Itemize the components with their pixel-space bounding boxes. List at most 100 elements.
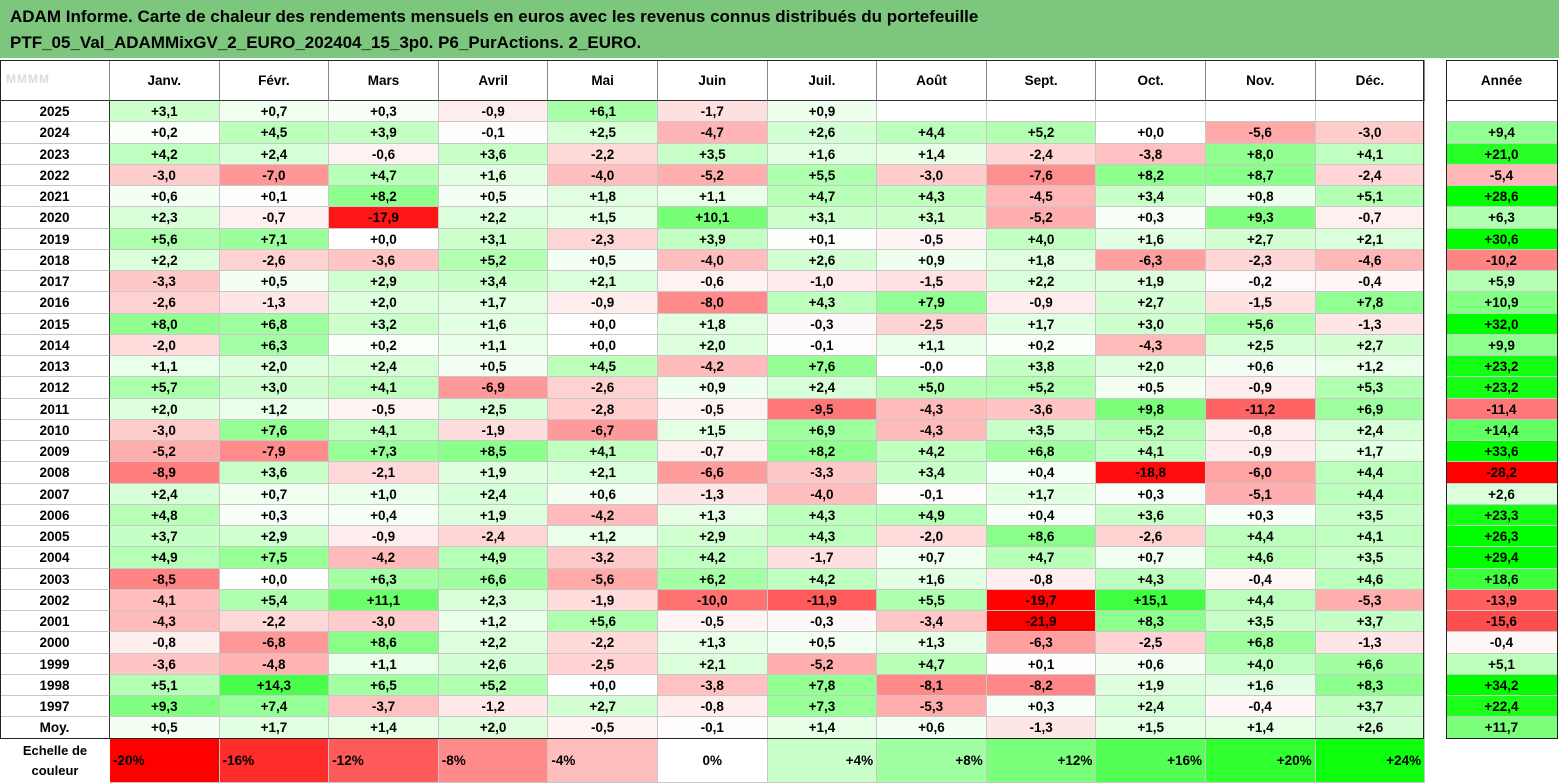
heatmap-cell: +1,5: [548, 207, 658, 229]
heatmap-cell: +0,4: [986, 462, 1097, 484]
heatmap-cell: -2,6: [219, 249, 330, 271]
heatmap-cell: +3,6: [1096, 504, 1206, 526]
heatmap-cell: -4,6: [1315, 249, 1426, 271]
heatmap-cell: -2,5: [877, 313, 987, 335]
heatmap-cell: -6,8: [219, 632, 330, 654]
heatmap-cell: -0,9: [438, 101, 549, 123]
heatmap-cell: +5,0: [877, 377, 987, 399]
heatmap-cell: +3,7: [1315, 696, 1426, 718]
heatmap-cell: +6,8: [986, 441, 1097, 463]
heatmap-cell: +0,0: [548, 313, 658, 335]
logo-watermark: MMMM: [6, 72, 50, 86]
year-total-cell: +34,2: [1446, 674, 1558, 696]
heatmap-cell: +0,9: [877, 249, 987, 271]
heatmap-cell: +14,3: [219, 674, 330, 696]
heatmap-cell: +0,0: [548, 674, 658, 696]
row-year-label: 2012: [0, 377, 110, 399]
heatmap-cell: -6,0: [1206, 462, 1316, 484]
heatmap-cell: +8,3: [1315, 674, 1426, 696]
heatmap-cell: +4,1: [329, 419, 439, 441]
heatmap-cell: +2,4: [1315, 419, 1426, 441]
heatmap-cell: -0,1: [877, 483, 987, 505]
heatmap-cell: +8,3: [1096, 611, 1206, 633]
heatmap-cell: +0,1: [767, 228, 878, 250]
year-total-cell: +29,4: [1446, 547, 1558, 569]
heatmap-cell: -3,0: [110, 419, 220, 441]
heatmap-cell: +2,0: [658, 334, 768, 356]
heatmap-cell: +2,9: [219, 526, 330, 548]
heatmap-cell: -7,9: [219, 441, 330, 463]
heatmap-cell: -8,0: [658, 292, 768, 314]
heatmap-cell: -5,2: [767, 653, 878, 675]
heatmap-cell: +5,2: [986, 377, 1097, 399]
heatmap-cell: +0,1: [986, 653, 1097, 675]
heatmap-cell: +6,6: [1315, 653, 1426, 675]
heatmap-cell: +4,9: [438, 547, 549, 569]
heatmap-cell: +8,2: [1096, 164, 1206, 186]
heatmap-cell: -3,0: [329, 611, 439, 633]
heatmap-cell: -1,0: [767, 271, 878, 293]
heatmap-cell: +2,0: [1096, 356, 1206, 378]
average-cell: -0,5: [548, 717, 658, 739]
heatmap-cell: -2,4: [1315, 164, 1426, 186]
heatmap-cell: +8,2: [329, 186, 439, 208]
average-cell: +1,4: [1206, 717, 1316, 739]
year-total-cell: -10,2: [1446, 249, 1558, 271]
row-year-label: 2022: [0, 164, 110, 186]
heatmap-cell: +2,5: [1206, 334, 1316, 356]
heatmap-cell: +0,5: [219, 271, 330, 293]
heatmap-cell: -1,3: [1315, 313, 1426, 335]
heatmap-cell: -0,9: [329, 526, 439, 548]
year-total-cell: +6,3: [1446, 207, 1558, 229]
color-scale-swatch: -8%: [438, 738, 549, 783]
heatmap-cell: +1,0: [329, 483, 439, 505]
heatmap-cell: +3,4: [1096, 186, 1206, 208]
heatmap-cell: -0,8: [658, 696, 768, 718]
heatmap-cell: -0,3: [767, 611, 878, 633]
heatmap-cell: +3,5: [986, 419, 1097, 441]
heatmap-cell: -2,5: [1096, 632, 1206, 654]
heatmap-cell: -6,9: [438, 377, 549, 399]
heatmap-cell: +0,3: [329, 101, 439, 123]
heatmap-cell: -0,3: [767, 313, 878, 335]
heatmap-cell: +7,9: [877, 292, 987, 314]
heatmap-cell: +8,6: [986, 526, 1097, 548]
heatmap-cell: +4,7: [329, 164, 439, 186]
heatmap-cell: +5,2: [438, 674, 549, 696]
heatmap-cell: +5,6: [1206, 313, 1316, 335]
heatmap-cell: +2,4: [1096, 696, 1206, 718]
heatmap-cell: +3,5: [1315, 504, 1426, 526]
heatmap-cell: +0,3: [1096, 483, 1206, 505]
heatmap-cell: -5,3: [1315, 589, 1426, 611]
heatmap-cell: +8,7: [1206, 164, 1316, 186]
heatmap-cell: -3,0: [1315, 122, 1426, 144]
heatmap-cell: +4,9: [877, 504, 987, 526]
row-year-label: 2015: [0, 313, 110, 335]
heatmap-cell: +2,4: [329, 356, 439, 378]
heatmap-cell: +0,7: [219, 101, 330, 123]
heatmap-cell: -0,8: [110, 632, 220, 654]
heatmap-cell: -0,5: [329, 398, 439, 420]
year-total-cell: +26,3: [1446, 526, 1558, 548]
heatmap-cell: +6,8: [219, 313, 330, 335]
heatmap-cell: +9,3: [1206, 207, 1316, 229]
heatmap-cell: +8,5: [438, 441, 549, 463]
heatmap-cell: +5,2: [438, 249, 549, 271]
title-bar: ADAM Informe. Carte de chaleur des rende…: [0, 0, 1559, 58]
heatmap-cell: +1,9: [438, 504, 549, 526]
heatmap-cell: +0,7: [219, 483, 330, 505]
year-total-cell: +18,6: [1446, 568, 1558, 590]
column-header: Oct.: [1096, 60, 1206, 101]
heatmap-cell: +1,3: [658, 632, 768, 654]
heatmap-cell: +4,5: [219, 122, 330, 144]
heatmap-cell: -1,7: [767, 547, 878, 569]
heatmap-cell: -3,3: [767, 462, 878, 484]
heatmap-cell: +3,1: [767, 207, 878, 229]
heatmap-cell: +4,7: [877, 653, 987, 675]
year-total-cell: +22,4: [1446, 696, 1558, 718]
row-year-label: 2025: [0, 101, 110, 123]
heatmap-cell: -1,3: [1315, 632, 1426, 654]
row-year-label: 2003: [0, 568, 110, 590]
heatmap-cell: -2,2: [548, 632, 658, 654]
heatmap-cell: +2,7: [1096, 292, 1206, 314]
